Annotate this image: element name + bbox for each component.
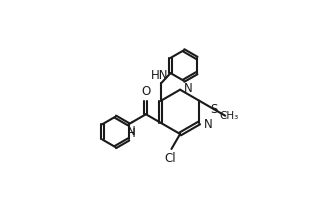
- Text: O: O: [142, 85, 151, 98]
- Text: N: N: [184, 82, 193, 95]
- Text: HN: HN: [150, 69, 168, 82]
- Text: N: N: [127, 125, 136, 138]
- Text: H: H: [127, 127, 136, 140]
- Text: CH₃: CH₃: [219, 111, 238, 121]
- Text: N: N: [204, 118, 212, 131]
- Text: S: S: [211, 103, 218, 116]
- Text: Cl: Cl: [164, 152, 176, 165]
